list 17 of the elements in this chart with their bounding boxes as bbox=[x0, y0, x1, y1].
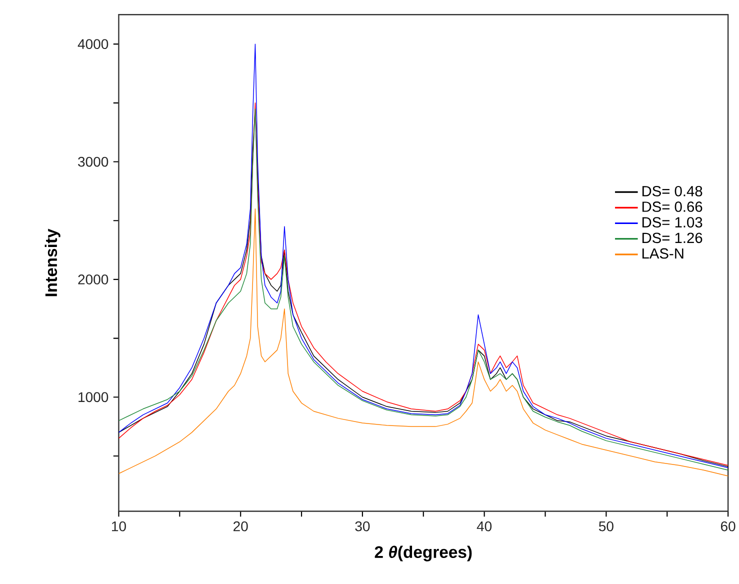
legend-label: DS= 0.48 bbox=[642, 186, 702, 196]
y-axis-title: Intensity bbox=[44, 228, 60, 296]
y-tick-label: 4000 bbox=[78, 39, 108, 49]
x-tick-label: 30 bbox=[355, 521, 370, 532]
y-tick-label: 2000 bbox=[78, 274, 108, 284]
x-tick-label: 40 bbox=[476, 521, 492, 532]
x-axis-title: 2 θ(degrees) bbox=[374, 546, 472, 562]
legend-label: DS= 1.03 bbox=[642, 217, 702, 228]
legend-label: LAS-N bbox=[642, 248, 684, 259]
x-tick-label: 10 bbox=[112, 521, 126, 532]
legend-label: DS= 1.26 bbox=[642, 232, 702, 243]
legend-label: DS= 0.66 bbox=[642, 201, 702, 212]
y-tick-label: 3000 bbox=[78, 156, 108, 167]
x-tick-label: 60 bbox=[720, 521, 736, 532]
x-tick-label: 20 bbox=[234, 521, 248, 532]
x-tick-label: 50 bbox=[598, 521, 614, 532]
y-tick-label: 1000 bbox=[78, 392, 108, 402]
